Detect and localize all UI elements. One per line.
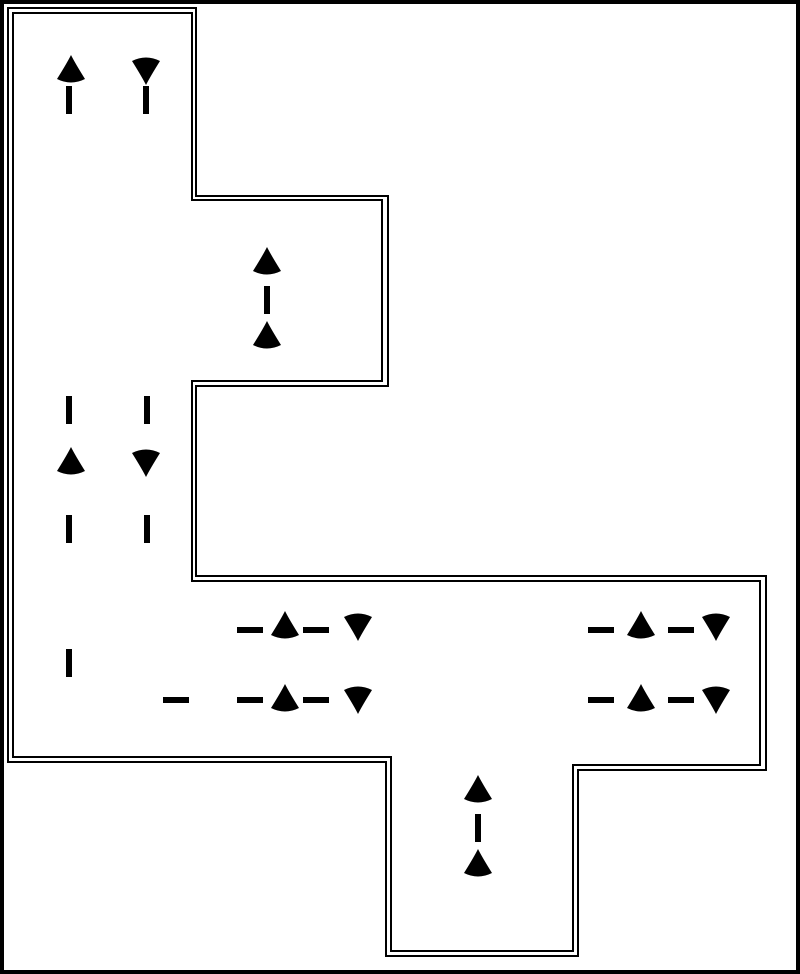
vertical-dash: [264, 286, 270, 314]
horizontal-dash: [237, 627, 263, 633]
up-marker: [57, 447, 85, 475]
up-marker: [627, 684, 655, 712]
down-marker: [702, 613, 730, 641]
horizontal-dash: [163, 697, 189, 703]
down-marker: [132, 57, 160, 85]
down-marker: [344, 613, 372, 641]
vertical-dash: [66, 649, 72, 677]
up-marker: [253, 321, 281, 349]
horizontal-dash: [588, 697, 614, 703]
down-marker: [132, 449, 160, 477]
horizontal-dash: [668, 697, 694, 703]
room-outline-outer: [7, 7, 767, 957]
vertical-dash: [143, 86, 149, 114]
vertical-dash: [475, 814, 481, 842]
up-marker: [271, 611, 299, 639]
down-marker: [344, 686, 372, 714]
vertical-dash: [66, 515, 72, 543]
vertical-dash: [66, 86, 72, 114]
up-marker: [271, 684, 299, 712]
down-marker: [702, 686, 730, 714]
marker-layer: [57, 55, 730, 877]
horizontal-dash: [668, 627, 694, 633]
horizontal-dash: [588, 627, 614, 633]
up-marker: [627, 611, 655, 639]
up-marker: [464, 775, 492, 803]
horizontal-dash: [303, 627, 329, 633]
up-marker: [253, 247, 281, 275]
vertical-dash: [144, 515, 150, 543]
up-marker: [464, 849, 492, 877]
horizontal-dash: [237, 697, 263, 703]
horizontal-dash: [303, 697, 329, 703]
up-marker: [57, 55, 85, 83]
vertical-dash: [66, 396, 72, 424]
room-outline-inner: [12, 12, 761, 952]
vertical-dash: [144, 396, 150, 424]
